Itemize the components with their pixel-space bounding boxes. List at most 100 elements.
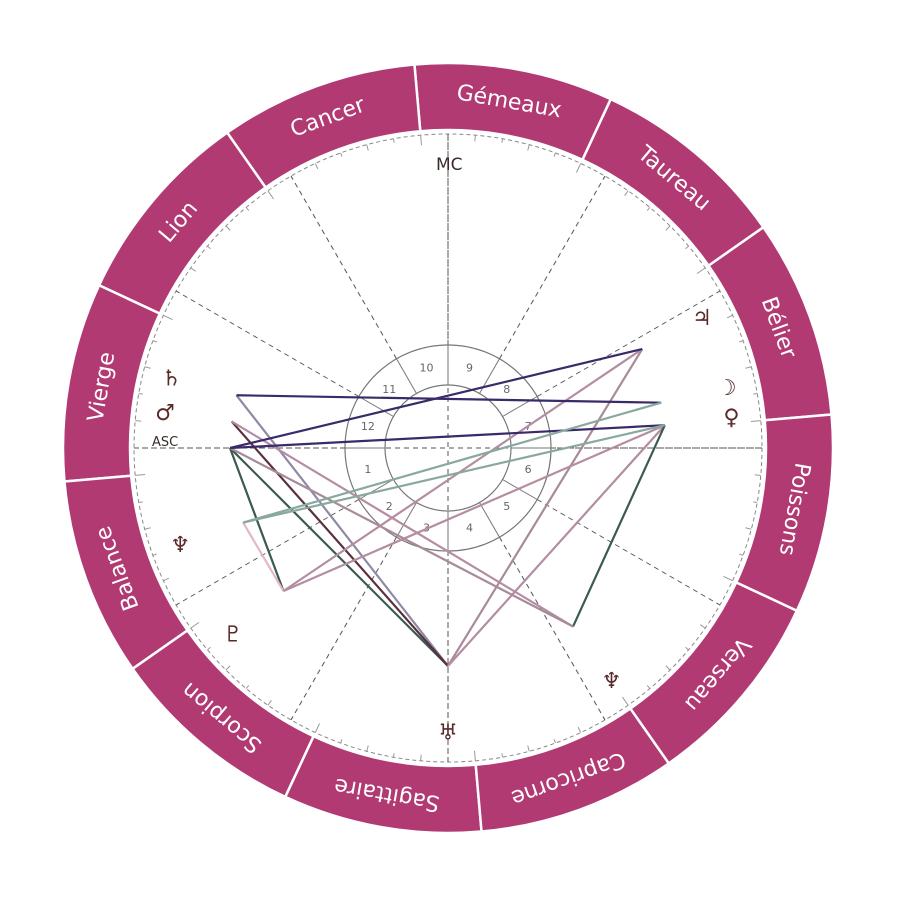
degree-tick bbox=[577, 726, 582, 733]
degree-tick bbox=[696, 267, 706, 275]
degree-tick bbox=[739, 340, 744, 343]
degree-tick bbox=[135, 420, 142, 422]
house-cusp-6 bbox=[536, 499, 721, 606]
aspect-line-pluto-jupiter bbox=[282, 348, 643, 592]
planet-glyphs: ♅ ♇ ♆ ♄ ♂ ☽ ♀ ♆ ♃ bbox=[155, 306, 739, 745]
house-divider bbox=[479, 502, 500, 538]
mc-label: MC bbox=[436, 155, 463, 175]
degree-tick bbox=[207, 646, 211, 651]
degree-tick bbox=[527, 144, 530, 151]
degree-tick bbox=[366, 745, 369, 752]
aspect-line-asc-venus bbox=[229, 424, 665, 450]
degree-tick bbox=[138, 501, 143, 504]
degree-tick bbox=[501, 138, 504, 143]
degree-tick bbox=[267, 700, 272, 706]
house-cusp-3 bbox=[290, 536, 397, 721]
degree-tick bbox=[152, 340, 157, 343]
asc-label: ASC bbox=[152, 435, 178, 450]
degree-tick bbox=[163, 314, 173, 320]
house-ring: 123456789101112 bbox=[344, 344, 552, 552]
degree-tick bbox=[685, 245, 689, 250]
house-cusp-2 bbox=[175, 499, 360, 606]
house-number-5: 5 bbox=[503, 500, 510, 513]
degree-tick bbox=[245, 207, 250, 211]
degree-tick bbox=[245, 685, 250, 689]
aspect-line-mc-mars bbox=[230, 420, 449, 667]
venus-icon: ♀ bbox=[723, 406, 739, 431]
degree-tick bbox=[152, 553, 157, 556]
degree-tick bbox=[314, 723, 320, 733]
degree-tick bbox=[474, 135, 476, 142]
degree-tick bbox=[685, 646, 689, 651]
saturn-icon: ♄ bbox=[162, 367, 182, 392]
aspect-line-neptune_top-asc bbox=[229, 447, 574, 628]
degree-tick bbox=[420, 135, 423, 146]
aspect-line-pluto-venus bbox=[283, 424, 666, 593]
degree-tick bbox=[646, 207, 651, 211]
degree-tick bbox=[207, 245, 211, 250]
degree-tick bbox=[726, 314, 733, 319]
degree-tick bbox=[473, 750, 476, 761]
aspect-line-neptune-moon bbox=[242, 401, 662, 524]
house-divider bbox=[396, 502, 417, 538]
aspect-lines bbox=[228, 347, 666, 667]
house-number-4: 4 bbox=[466, 522, 473, 535]
degree-tick bbox=[553, 152, 556, 157]
degree-tick bbox=[621, 696, 629, 706]
degree-tick bbox=[501, 753, 504, 758]
house-number-10: 10 bbox=[420, 361, 434, 374]
house-divider bbox=[396, 358, 417, 394]
house-number-9: 9 bbox=[466, 361, 473, 374]
house-divider bbox=[358, 479, 394, 500]
house-divider bbox=[502, 479, 538, 500]
aspect-line-neptune_top-venus bbox=[572, 424, 666, 628]
axis-labels: ASC MC bbox=[152, 155, 463, 450]
degree-tick bbox=[646, 685, 651, 689]
zodiac-band: BélierTaureauGémeauxCancerLionViergeBala… bbox=[61, 61, 835, 835]
degree-tick bbox=[190, 267, 196, 272]
degree-tick bbox=[700, 624, 706, 629]
aspect-line-asc-jupiter bbox=[229, 347, 643, 450]
degree-tick bbox=[665, 225, 671, 231]
degree-tick bbox=[723, 576, 733, 582]
degree-tick bbox=[138, 392, 143, 395]
degree-tick bbox=[340, 739, 343, 744]
degree-tick bbox=[190, 621, 200, 629]
house-number-12: 12 bbox=[361, 420, 375, 433]
degree-tick bbox=[144, 527, 151, 530]
house-number-8: 8 bbox=[503, 383, 510, 396]
house-cusp-5 bbox=[499, 536, 606, 721]
degree-tick bbox=[753, 392, 758, 395]
aspect-line-mc-saturn bbox=[235, 394, 449, 667]
mars-icon: ♂ bbox=[155, 401, 175, 426]
house-cusp-8 bbox=[536, 290, 721, 397]
degree-tick bbox=[745, 527, 752, 530]
degree-tick bbox=[267, 190, 275, 200]
zodiac-segment-poissons bbox=[734, 413, 835, 613]
house-cusp-12 bbox=[175, 290, 360, 397]
aspect-line-neptune-venus bbox=[242, 424, 666, 524]
house-cusp-9 bbox=[499, 175, 606, 360]
degree-tick bbox=[745, 366, 752, 369]
house-cusp-11 bbox=[290, 175, 397, 360]
aspect-line-saturn-moon bbox=[236, 394, 662, 404]
degree-tick bbox=[144, 366, 151, 369]
moon-icon: ☽ bbox=[717, 376, 737, 401]
degree-tick bbox=[527, 745, 530, 752]
degree-tick bbox=[576, 163, 582, 173]
degree-tick bbox=[135, 473, 146, 476]
aspect-line-mc-asc bbox=[229, 447, 449, 667]
degree-tick bbox=[420, 754, 422, 761]
pluto-icon: ♇ bbox=[223, 622, 243, 647]
neptune-icon: ♆ bbox=[170, 533, 190, 558]
degree-tick bbox=[753, 501, 758, 504]
degree-tick bbox=[665, 665, 671, 671]
degree-tick bbox=[754, 474, 761, 476]
degree-tick bbox=[553, 739, 556, 744]
degree-tick bbox=[225, 225, 231, 231]
degree-tick bbox=[366, 144, 369, 151]
house-ring-inner bbox=[384, 384, 512, 512]
degree-tick bbox=[225, 665, 231, 671]
degree-tick bbox=[340, 152, 343, 157]
